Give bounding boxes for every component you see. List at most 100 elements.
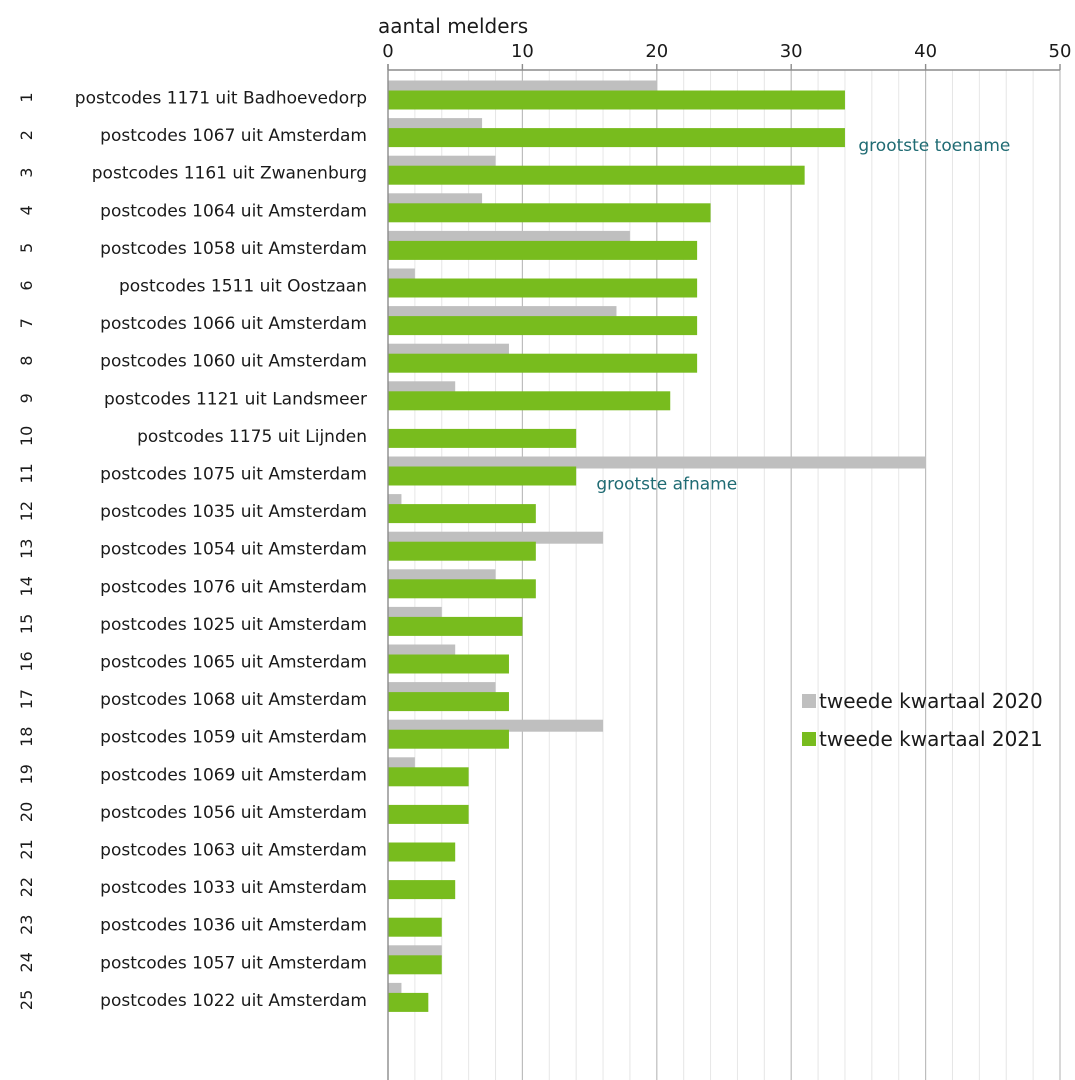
bar-2021	[388, 579, 536, 599]
bar-2020	[388, 719, 604, 732]
bar-2021	[388, 316, 698, 336]
bar-2020	[388, 343, 509, 356]
bar-2021	[388, 278, 698, 298]
category-label: postcodes 1056 uit Amsterdam	[100, 803, 367, 823]
bar-2020	[388, 945, 442, 958]
rank-label: 6	[17, 280, 36, 290]
category-label: postcodes 1069 uit Amsterdam	[100, 765, 367, 785]
bar-2020	[388, 155, 496, 168]
category-label: postcodes 1066 uit Amsterdam	[100, 314, 367, 334]
bar-2020	[388, 982, 402, 995]
category-label: postcodes 1076 uit Amsterdam	[100, 577, 367, 597]
bar-2021	[388, 90, 845, 110]
legend-swatch	[802, 732, 816, 746]
category-label: postcodes 1075 uit Amsterdam	[100, 465, 367, 485]
x-tick-label: 20	[645, 41, 668, 62]
x-axis: 0 10 20 30 40 50 aantal melders	[378, 14, 1071, 1080]
rank-label: 12	[17, 501, 36, 521]
category-label: postcodes 1033 uit Amsterdam	[100, 878, 367, 898]
bar-2020	[388, 682, 496, 695]
rank-label: 5	[17, 243, 36, 253]
bar-2020	[388, 606, 442, 619]
bar-2021	[388, 541, 536, 561]
bar-2021	[388, 692, 509, 712]
bar-2020	[388, 306, 617, 319]
rank-label: 24	[17, 952, 36, 972]
bar-2020	[388, 757, 415, 770]
bar-2020	[388, 644, 456, 657]
category-label: postcodes 1054 uit Amsterdam	[100, 540, 367, 560]
category-label: postcodes 1067 uit Amsterdam	[100, 126, 367, 146]
rank-label: 25	[17, 990, 36, 1010]
rank-label: 22	[17, 877, 36, 897]
rank-label: 21	[17, 839, 36, 859]
rank-label: 14	[17, 576, 36, 596]
bar-2021	[388, 128, 845, 148]
category-label: postcodes 1022 uit Amsterdam	[100, 991, 367, 1011]
category-label: postcodes 1065 uit Amsterdam	[100, 653, 367, 673]
rank-label: 4	[17, 205, 36, 215]
bar-2020	[388, 569, 496, 582]
category-label: postcodes 1511 uit Oostzaan	[119, 277, 367, 297]
x-tick-label: 40	[914, 41, 937, 62]
rank-label: 15	[17, 614, 36, 634]
bar-2020	[388, 118, 483, 131]
bar-2021	[388, 504, 536, 524]
bar-2021	[388, 804, 469, 824]
rank-label: 19	[17, 764, 36, 784]
bar-2021	[388, 917, 442, 937]
rank-label: 10	[17, 426, 36, 446]
x-tick-label: 0	[382, 41, 393, 62]
rank-label: 1	[17, 92, 36, 102]
annotation-label: grootste toename	[858, 136, 1010, 156]
bar-2021	[388, 955, 442, 975]
bar-2020	[388, 80, 657, 93]
legend-swatch	[802, 694, 816, 708]
rank-label: 2	[17, 130, 36, 140]
bar-2021	[388, 428, 577, 448]
x-tick-label: 50	[1049, 41, 1072, 62]
bar-2020	[388, 381, 456, 394]
bar-2020	[388, 494, 402, 507]
rank-label: 9	[17, 393, 36, 403]
rank-label: 17	[17, 689, 36, 709]
legend-label: tweede kwartaal 2021	[819, 727, 1043, 751]
annotations: grootste toename grootste afname	[596, 136, 1010, 494]
category-label: postcodes 1064 uit Amsterdam	[100, 201, 367, 221]
annotation-label: grootste afname	[596, 475, 737, 495]
bar-2020	[388, 230, 630, 243]
category-label: postcodes 1063 uit Amsterdam	[100, 841, 367, 861]
bar-2020	[388, 531, 604, 544]
bars	[388, 80, 926, 1012]
category-label: postcodes 1036 uit Amsterdam	[100, 916, 367, 936]
legend: tweede kwartaal 2020 tweede kwartaal 2021	[802, 689, 1043, 751]
category-label: postcodes 1025 uit Amsterdam	[100, 615, 367, 635]
rank-label: 7	[17, 318, 36, 328]
category-label: postcodes 1060 uit Amsterdam	[100, 352, 367, 372]
category-label: postcodes 1161 uit Zwanenburg	[92, 164, 367, 184]
bar-2021	[388, 466, 577, 486]
bar-2021	[388, 240, 698, 260]
rank-label: 18	[17, 727, 36, 747]
bar-2020	[388, 193, 483, 206]
category-label: postcodes 1058 uit Amsterdam	[100, 239, 367, 259]
category-labels: postcodes 1171 uit Badhoevedorp 1 postcode…	[17, 89, 367, 1011]
bar-2021	[388, 203, 711, 223]
rank-label: 11	[17, 463, 36, 483]
bar-2021	[388, 654, 509, 674]
bar-2020	[388, 456, 926, 469]
bar-2020	[388, 268, 415, 281]
rank-label: 13	[17, 539, 36, 559]
bar-2021	[388, 767, 469, 787]
bar-2021	[388, 729, 509, 749]
bar-2021	[388, 880, 456, 900]
x-tick-label: 10	[511, 41, 534, 62]
category-label: postcodes 1171 uit Badhoevedorp	[75, 89, 367, 109]
rank-label: 23	[17, 915, 36, 935]
rank-label: 16	[17, 651, 36, 671]
category-label: postcodes 1121 uit Landsmeer	[104, 389, 367, 409]
x-axis-title: aantal melders	[378, 14, 528, 38]
bar-2021	[388, 391, 671, 411]
rank-label: 8	[17, 356, 36, 366]
